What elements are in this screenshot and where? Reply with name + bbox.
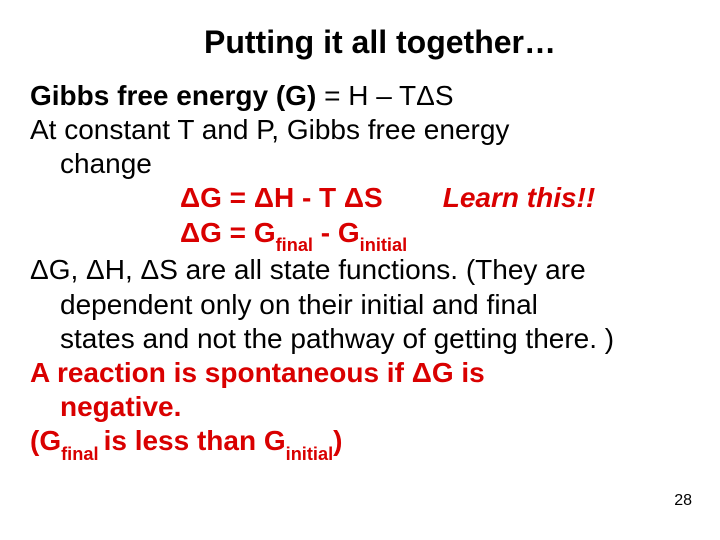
gibbs-label: Gibbs free energy (G): [30, 80, 324, 111]
spon-part-b: is less than G: [104, 425, 286, 456]
eq-part-a: ΔG = G: [180, 217, 276, 248]
spontaneous-line-2: negative.: [30, 390, 690, 424]
gibbs-equation: = H – TΔS: [324, 80, 453, 111]
dg-equation-row: ΔG = ΔH - T ΔS Learn this!!: [30, 181, 690, 215]
state-functions-line-2: dependent only on their initial and fina…: [30, 288, 690, 322]
constant-tp-line-1: At constant T and P, Gibbs free energy: [30, 113, 690, 147]
spon-part-c: ): [333, 425, 342, 456]
state-functions-line-1: ΔG, ΔH, ΔS are all state functions. (The…: [30, 253, 690, 287]
constant-tp-line-2: change: [30, 147, 690, 181]
spon-sub-initial: initial: [286, 444, 334, 464]
dg-equation: ΔG = ΔH - T ΔS: [180, 181, 383, 215]
spontaneous-line-3: (Gfinal is less than Ginitial): [30, 424, 690, 462]
eq-sub-initial: initial: [360, 235, 408, 255]
gibbs-definition-line: Gibbs free energy (G) = H – TΔS: [30, 79, 690, 113]
page-number: 28: [674, 492, 692, 510]
slide-title: Putting it all together…: [30, 24, 690, 61]
spon-part-a: (G: [30, 425, 61, 456]
spon-sub-final: final: [61, 444, 103, 464]
eq-part-b: - G: [313, 217, 360, 248]
dg-final-initial-equation: ΔG = Gfinal - Ginitial: [30, 216, 690, 254]
spontaneous-line-1: A reaction is spontaneous if ΔG is: [30, 356, 690, 390]
learn-this-label: Learn this!!: [443, 181, 595, 215]
eq-sub-final: final: [276, 235, 313, 255]
state-functions-line-3: states and not the pathway of getting th…: [30, 322, 690, 356]
